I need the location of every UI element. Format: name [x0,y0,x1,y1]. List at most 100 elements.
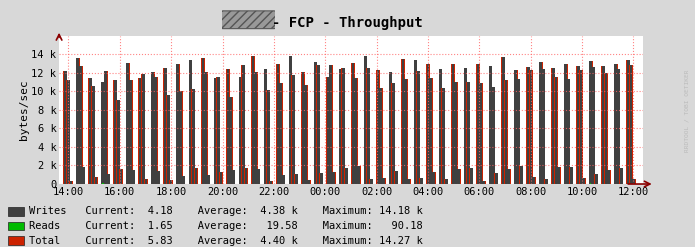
Bar [414,61,417,184]
Bar [632,179,635,184]
Y-axis label: bytes/sec: bytes/sec [19,80,28,140]
Bar [239,77,242,184]
Bar [507,169,510,184]
Bar [116,100,120,184]
Text: Reads    Current:  1.65    Average:   19.58    Maximum:   90.18: Reads Current: 1.65 Average: 19.58 Maxim… [29,221,423,231]
Text: Writes   Current:  4.18    Average:  4.38 k    Maximum: 14.18 k: Writes Current: 4.18 Average: 4.38 k Max… [29,206,423,216]
Bar [345,168,348,184]
Bar [401,59,405,184]
Bar [504,80,508,184]
Bar [142,74,145,184]
Bar [594,174,598,184]
Bar [402,59,404,184]
Bar [391,83,395,184]
Bar [555,77,557,184]
Bar [91,86,95,184]
Bar [214,78,217,184]
Bar [501,57,505,184]
Bar [89,78,92,184]
Text: - FCP - Throughput: - FCP - Throughput [272,16,423,30]
Bar [377,70,379,184]
Bar [107,174,110,184]
Bar [307,180,310,184]
Bar [179,91,182,184]
Bar [244,168,248,184]
Bar [167,95,170,184]
Bar [476,64,480,184]
Bar [207,174,210,184]
Bar [404,79,407,184]
Bar [292,75,295,184]
Bar [579,70,583,184]
Bar [254,72,258,184]
Bar [519,166,523,184]
Bar [329,65,332,184]
Bar [242,65,245,184]
Bar [241,65,245,184]
Bar [117,100,120,184]
Bar [188,60,193,184]
Bar [141,74,145,184]
Bar [363,56,368,184]
Bar [76,59,79,184]
Bar [567,79,570,184]
Bar [580,70,582,184]
Bar [452,64,455,184]
Bar [269,181,273,184]
Bar [332,172,336,184]
Bar [301,72,305,184]
Bar [414,61,418,184]
Bar [539,62,543,184]
Text: Total    Current:  5.83    Average:  4.40 k    Maximum: 14.27 k: Total Current: 5.83 Average: 4.40 k Maxi… [29,236,423,246]
Bar [616,69,621,184]
Bar [416,71,420,184]
Bar [238,77,243,184]
Bar [266,90,270,184]
Bar [295,174,297,184]
Bar [617,69,620,184]
Bar [514,70,517,184]
Bar [154,77,158,184]
Bar [326,77,330,184]
Bar [332,172,335,184]
Bar [204,72,208,184]
Bar [104,71,108,184]
Bar [419,178,423,184]
Bar [181,176,186,184]
Bar [177,64,179,184]
Bar [129,80,133,184]
Bar [342,68,345,184]
Bar [88,78,92,184]
Bar [407,179,411,184]
Bar [252,56,254,184]
Bar [382,178,385,184]
Bar [630,65,632,184]
Bar [495,173,498,184]
Bar [63,71,67,184]
Bar [351,63,355,184]
Bar [432,172,436,184]
Bar [151,72,155,184]
Bar [557,167,560,184]
Bar [154,77,157,184]
Bar [379,88,383,184]
Bar [170,180,172,184]
Bar [95,177,97,184]
Bar [526,67,530,184]
Bar [276,64,280,184]
Bar [92,86,95,184]
Bar [82,167,85,184]
Bar [354,78,358,184]
Bar [389,72,393,184]
Bar [206,174,211,184]
Bar [502,57,505,184]
Bar [163,68,167,184]
Bar [482,181,486,184]
Bar [66,80,70,184]
Bar [392,83,395,184]
Bar [288,56,293,184]
Bar [582,178,585,184]
Bar [366,68,370,184]
Bar [319,173,323,184]
Bar [530,70,532,184]
